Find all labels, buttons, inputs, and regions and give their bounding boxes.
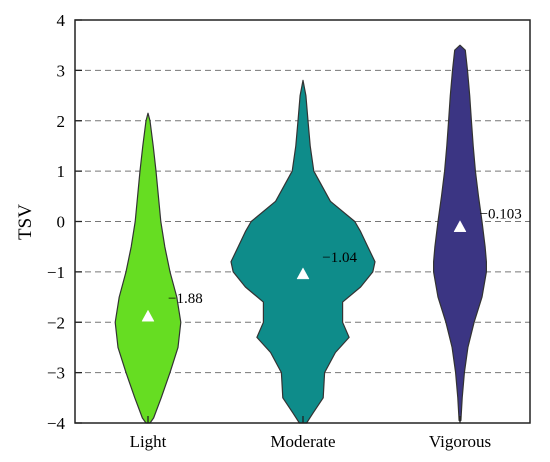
y-axis-title: TSV	[15, 204, 36, 240]
y-tick-label: 3	[57, 61, 66, 80]
y-tick-label: 4	[57, 11, 66, 30]
x-tick-label: Light	[130, 432, 167, 451]
mean-label: −1.88	[168, 291, 203, 307]
y-tick-labels: −4 −3 −2 −1 0 1 2 3 4	[47, 11, 66, 433]
mean-marker	[453, 220, 467, 232]
violin-light: −1.88	[114, 112, 203, 424]
y-tick-label: −4	[47, 414, 66, 433]
violins: −1.88 −1.04 −0.103	[114, 44, 522, 424]
y-tick-label: −1	[47, 263, 65, 282]
violin-moderate: −1.04	[230, 79, 376, 424]
mean-marker	[296, 267, 310, 280]
violin-shape	[230, 79, 376, 424]
x-tick-label: Moderate	[270, 432, 335, 451]
mean-label: −0.103	[480, 207, 522, 223]
y-tick-label: −3	[47, 364, 65, 383]
tick-marks	[75, 19, 461, 424]
y-tick-label: −2	[47, 313, 65, 332]
y-tick-label: 1	[57, 162, 66, 181]
violin-shape	[433, 44, 487, 422]
mean-label: −1.04	[322, 250, 357, 266]
violin-vigorous: −0.103	[433, 44, 522, 422]
mean-marker	[141, 309, 155, 322]
x-tick-label: Vigorous	[429, 432, 491, 451]
y-tick-label: 2	[57, 112, 66, 131]
violin-shape	[114, 112, 182, 424]
y-tick-label: 0	[57, 213, 66, 232]
x-tick-labels: Light Moderate Vigorous	[130, 432, 492, 451]
